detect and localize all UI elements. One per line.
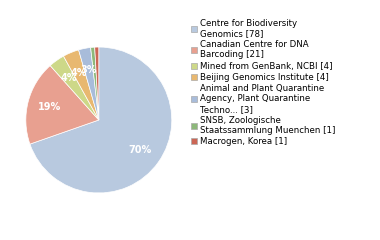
Text: 70%: 70% bbox=[129, 144, 152, 155]
Text: 3%: 3% bbox=[81, 65, 97, 75]
Wedge shape bbox=[79, 48, 99, 120]
Text: 4%: 4% bbox=[61, 73, 78, 83]
Wedge shape bbox=[95, 47, 99, 120]
Text: 19%: 19% bbox=[38, 102, 61, 112]
Text: 4%: 4% bbox=[71, 68, 87, 78]
Wedge shape bbox=[50, 56, 99, 120]
Legend: Centre for Biodiversity
Genomics [78], Canadian Centre for DNA
Barcoding [21], M: Centre for Biodiversity Genomics [78], C… bbox=[191, 18, 336, 146]
Wedge shape bbox=[63, 50, 99, 120]
Wedge shape bbox=[91, 47, 99, 120]
Wedge shape bbox=[30, 47, 172, 193]
Wedge shape bbox=[26, 66, 99, 144]
